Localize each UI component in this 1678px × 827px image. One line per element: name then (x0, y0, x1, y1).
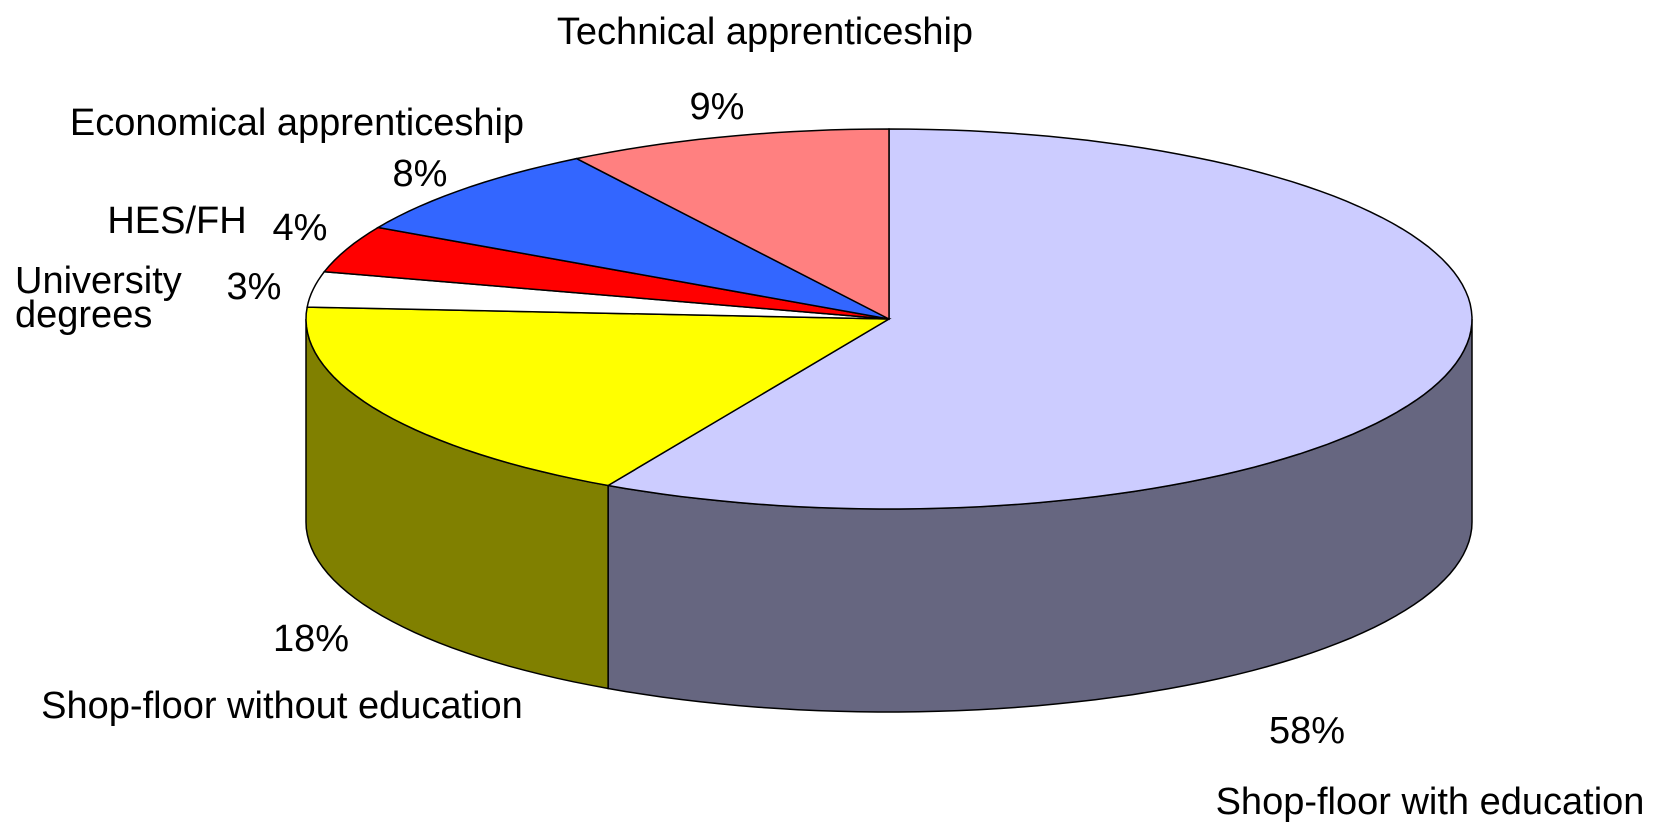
pie-slice (305, 306, 892, 487)
category-label: University degrees (15, 260, 182, 337)
pie-slice (574, 128, 890, 321)
value-label: 4% (272, 207, 328, 249)
value-label: 58% (1268, 710, 1346, 752)
category-label: Economical apprenticeship (69, 102, 525, 144)
value-label: 9% (689, 86, 745, 128)
pie-slice (375, 157, 890, 320)
value-label: 18% (272, 618, 350, 660)
category-label: HES/FH (107, 200, 247, 242)
category-label: Technical apprenticeship (556, 11, 974, 53)
category-label: Shop-floor with education (1215, 781, 1645, 823)
category-label: Shop-floor without education (41, 685, 523, 727)
value-label: 8% (392, 153, 448, 195)
pie-slice (322, 226, 890, 320)
pie-slice (605, 128, 1473, 510)
value-label: 3% (226, 266, 282, 308)
